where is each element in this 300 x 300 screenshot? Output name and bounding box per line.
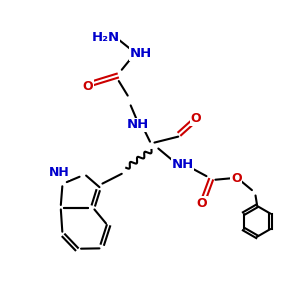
Text: O: O bbox=[82, 80, 93, 93]
Text: NH: NH bbox=[48, 167, 69, 179]
Text: NH: NH bbox=[127, 118, 149, 131]
Text: H₂N: H₂N bbox=[92, 31, 119, 44]
Text: O: O bbox=[197, 197, 207, 210]
Text: NH: NH bbox=[172, 158, 194, 171]
Text: O: O bbox=[191, 112, 201, 125]
Text: NH: NH bbox=[130, 47, 152, 60]
Text: O: O bbox=[231, 172, 242, 185]
